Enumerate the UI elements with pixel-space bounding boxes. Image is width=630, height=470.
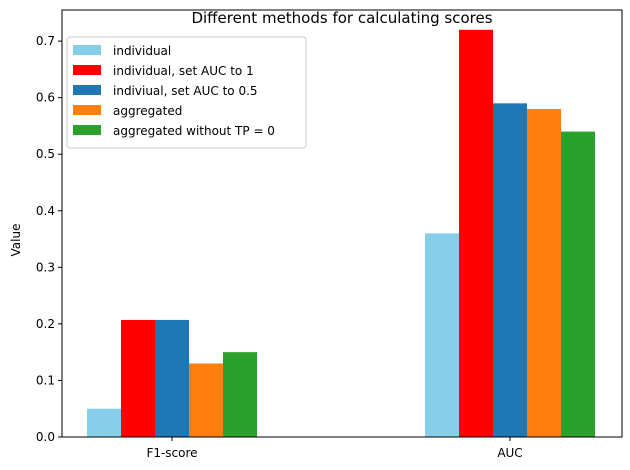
legend-swatch: [73, 45, 101, 55]
bar-f1-score-series-4: [189, 363, 223, 437]
legend-label: aggregated without TP = 0: [113, 124, 275, 138]
legend-swatch: [73, 85, 101, 95]
bar-auc-series-5: [561, 131, 595, 438]
legend-label: individual, set AUC to 1: [113, 64, 254, 78]
legend-swatch: [73, 105, 101, 115]
legend-swatch: [73, 125, 101, 135]
legend-box: [66, 36, 307, 149]
plot-frame: [61, 9, 623, 438]
legend-label: aggregated: [113, 104, 182, 118]
y-tick-label: 0.5: [36, 147, 55, 161]
y-axis: 0.0 0.1 0.2 0.3 0.4 0.5 0.6 0.7: [36, 34, 62, 444]
bars-group: [87, 29, 595, 438]
legend-label: individual: [113, 44, 171, 58]
legend-swatch: [73, 65, 101, 75]
bar-f1-score-series-2: [121, 319, 155, 437]
legend: individual individual, set AUC to 1 indivi…: [66, 36, 307, 149]
y-tick-label: 0.0: [36, 430, 55, 444]
x-axis: F1-score AUC: [146, 437, 523, 460]
y-tick-label: 0.6: [36, 91, 55, 105]
y-axis-label: Value: [9, 224, 23, 257]
y-tick-label: 0.2: [36, 317, 55, 331]
bar-f1-score-series-5: [223, 352, 257, 437]
y-tick-label: 0.4: [36, 204, 55, 218]
y-tick-label: 0.7: [36, 34, 55, 48]
bar-auc-series-1: [425, 233, 459, 437]
bar-auc-series-2: [459, 29, 493, 437]
x-tick-label: AUC: [497, 446, 522, 460]
x-tick-label: F1-score: [146, 446, 197, 460]
bar-f1-score-series-1: [87, 408, 121, 437]
y-tick-label: 0.3: [36, 260, 55, 274]
bar-auc-series-4: [527, 108, 561, 437]
bar-f1-score-series-3: [155, 319, 189, 437]
chart-title: Different methods for calculating scores: [191, 9, 492, 27]
y-tick-label: 0.1: [36, 373, 55, 387]
bar-auc-series-3: [493, 103, 527, 438]
legend-label: indiviual, set AUC to 0.5: [113, 84, 258, 98]
